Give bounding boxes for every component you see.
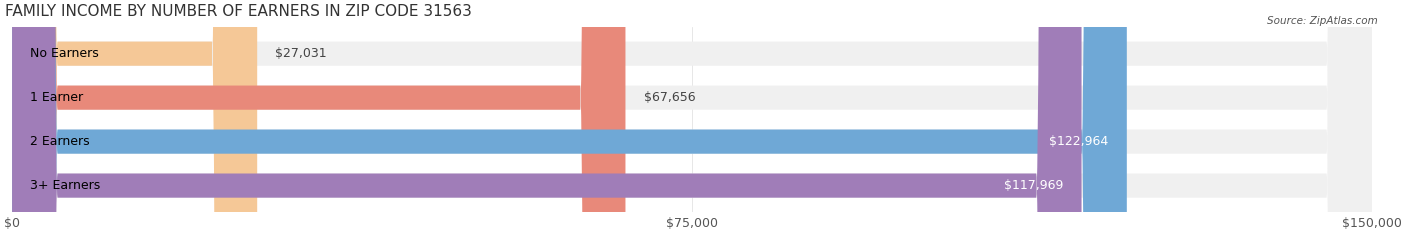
Text: 3+ Earners: 3+ Earners (31, 179, 101, 192)
Text: No Earners: No Earners (31, 47, 98, 60)
Text: Source: ZipAtlas.com: Source: ZipAtlas.com (1267, 16, 1378, 26)
FancyBboxPatch shape (13, 0, 1372, 234)
Text: FAMILY INCOME BY NUMBER OF EARNERS IN ZIP CODE 31563: FAMILY INCOME BY NUMBER OF EARNERS IN ZI… (6, 4, 472, 19)
FancyBboxPatch shape (13, 0, 257, 234)
Text: 1 Earner: 1 Earner (31, 91, 83, 104)
Text: $27,031: $27,031 (276, 47, 328, 60)
Text: $117,969: $117,969 (1004, 179, 1063, 192)
Text: 2 Earners: 2 Earners (31, 135, 90, 148)
FancyBboxPatch shape (13, 0, 1126, 234)
FancyBboxPatch shape (13, 0, 626, 234)
Text: $122,964: $122,964 (1049, 135, 1109, 148)
FancyBboxPatch shape (13, 0, 1372, 234)
FancyBboxPatch shape (13, 0, 1372, 234)
Text: $67,656: $67,656 (644, 91, 695, 104)
FancyBboxPatch shape (13, 0, 1372, 234)
FancyBboxPatch shape (13, 0, 1081, 234)
